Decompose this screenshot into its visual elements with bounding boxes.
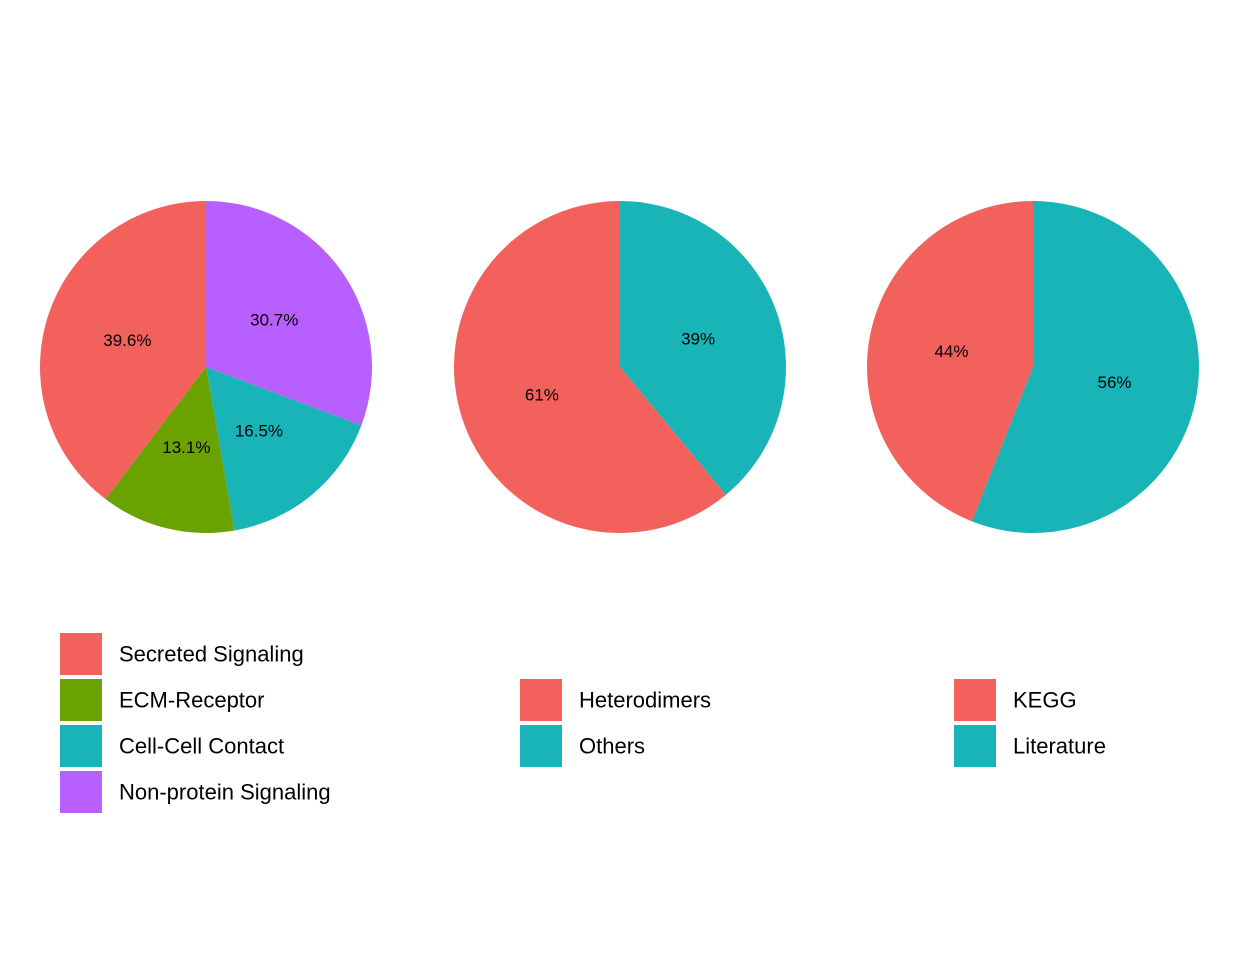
pie-slice-non-protein-signaling <box>206 201 373 426</box>
pie-slice-ecm-receptor <box>105 367 235 533</box>
legend-key-non-protein-signaling <box>60 771 102 813</box>
pie-label-ecm-receptor: 13.1% <box>162 438 210 457</box>
pie-label-non-protein-signaling: 30.7% <box>250 310 298 329</box>
pie-chart-2: 39% 61% <box>454 200 786 533</box>
legends-layer: Secreted Signaling ECM-Receptor Cell-Cell … <box>60 633 1106 813</box>
legend-key-literature <box>954 725 996 767</box>
pie-label-secreted-signaling: 39.6% <box>103 331 151 350</box>
legend-label-secreted-signaling: Secreted Signaling <box>119 642 304 667</box>
pie-chart-1: 30.7% 16.5% 13.1% 39.6% <box>40 201 373 533</box>
legend-label-ecm-receptor: ECM-Receptor <box>119 688 264 713</box>
legend-label-cell-cell-contact: Cell-Cell Contact <box>119 734 284 759</box>
pie-label-kegg: 44% <box>934 342 968 361</box>
legend-key-kegg <box>954 679 996 721</box>
pie-slice-literature <box>971 201 1199 533</box>
legend-key-ecm-receptor <box>60 679 102 721</box>
legend-label-others: Others <box>579 734 645 759</box>
pie-slice-secreted-signaling <box>40 201 207 500</box>
pie-slice-heterodimers <box>454 200 726 533</box>
legend-2: Heterodimers Others <box>520 679 711 767</box>
charts-layer: 30.7% 16.5% 13.1% 39.6% 39% 61% 56% 44% <box>40 200 1199 533</box>
legend-key-others <box>520 725 562 767</box>
pie-label-others: 39% <box>681 329 715 348</box>
legend-key-cell-cell-contact <box>60 725 102 767</box>
pie-label-heterodimers: 61% <box>525 386 559 405</box>
legend-3: KEGG Literature <box>954 679 1106 767</box>
pie-slice-others <box>620 201 786 495</box>
legend-key-secreted-signaling <box>60 633 102 675</box>
legend-label-heterodimers: Heterodimers <box>579 688 711 713</box>
legend-key-heterodimers <box>520 679 562 721</box>
legend-label-literature: Literature <box>1013 734 1106 759</box>
legend-1: Secreted Signaling ECM-Receptor Cell-Cell … <box>60 633 331 813</box>
pie-label-literature: 56% <box>1098 373 1132 392</box>
pie-label-cell-cell-contact: 16.5% <box>235 421 283 440</box>
pie-chart-3: 56% 44% <box>866 201 1199 533</box>
pie-slice-cell-cell-contact <box>206 367 362 531</box>
legend-label-non-protein-signaling: Non-protein Signaling <box>119 780 331 805</box>
legend-label-kegg: KEGG <box>1013 688 1077 713</box>
pie-slice-kegg <box>866 201 1033 522</box>
